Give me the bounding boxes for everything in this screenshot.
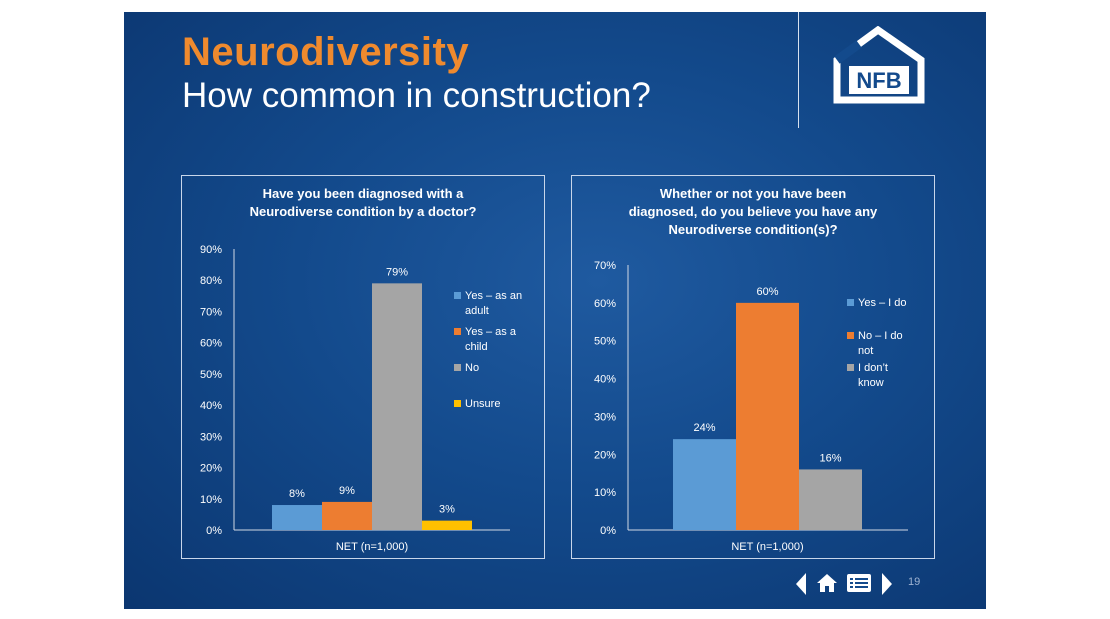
data-label: 16% bbox=[819, 452, 841, 464]
arrow-right-icon[interactable] bbox=[880, 572, 894, 596]
bar bbox=[272, 505, 322, 530]
data-label: 79% bbox=[386, 266, 408, 278]
header-divider bbox=[798, 12, 799, 128]
chart-believe: Whether or not you have been diagnosed, d… bbox=[594, 186, 908, 553]
legend-swatch bbox=[847, 299, 854, 306]
logo-text-box bbox=[849, 66, 909, 94]
list-menu-icon[interactable] bbox=[846, 572, 872, 594]
y-tick-label: 50% bbox=[200, 369, 222, 381]
y-tick-label: 20% bbox=[200, 463, 222, 475]
legend-label: know bbox=[858, 377, 884, 389]
legend-label: I don’t bbox=[858, 362, 888, 374]
legend-swatch bbox=[847, 364, 854, 371]
y-tick-label: 10% bbox=[200, 494, 222, 506]
legend-swatch bbox=[454, 328, 461, 335]
slide-subtitle: How common in construction? bbox=[182, 76, 651, 115]
bar bbox=[372, 283, 422, 530]
legend-swatch bbox=[454, 400, 461, 407]
legend-label: No – I do bbox=[858, 330, 903, 342]
y-tick-label: 0% bbox=[600, 525, 616, 537]
arrow-left-icon[interactable] bbox=[794, 572, 808, 596]
logo-house-outline bbox=[833, 26, 925, 104]
nfb-logo: NFB bbox=[833, 26, 925, 104]
legend-label: No bbox=[465, 362, 479, 374]
legend-label: Yes – as a bbox=[465, 326, 517, 338]
data-label: 3% bbox=[439, 504, 455, 516]
chart-title-line: diagnosed, do you believe you have any bbox=[629, 204, 878, 219]
bar bbox=[736, 302, 799, 530]
y-tick-label: 40% bbox=[594, 374, 616, 386]
slide-title: Neurodiversity bbox=[182, 30, 470, 74]
home-icon[interactable] bbox=[816, 572, 838, 594]
legend-label: not bbox=[858, 345, 873, 357]
y-tick-label: 90% bbox=[200, 244, 222, 256]
data-label: 60% bbox=[756, 286, 778, 298]
bar bbox=[673, 439, 736, 530]
chart-title-line: Neurodiverse condition(s)? bbox=[668, 222, 837, 237]
x-category-label: NET (n=1,000) bbox=[731, 541, 803, 553]
chart-title-line: Neurodiverse condition by a doctor? bbox=[250, 204, 477, 219]
data-label: 9% bbox=[339, 485, 355, 497]
bar bbox=[422, 520, 472, 530]
legend-label: child bbox=[465, 341, 488, 353]
chart-title-line: Have you been diagnosed with a bbox=[263, 186, 465, 201]
y-tick-label: 30% bbox=[200, 431, 222, 443]
y-tick-label: 80% bbox=[200, 275, 222, 287]
x-category-label: NET (n=1,000) bbox=[336, 541, 408, 553]
y-tick-label: 70% bbox=[594, 260, 616, 272]
y-tick-label: 20% bbox=[594, 449, 616, 461]
legend-swatch bbox=[454, 364, 461, 371]
logo-caption: National Federation of Builders bbox=[836, 97, 920, 103]
y-tick-label: 50% bbox=[594, 336, 616, 348]
y-tick-label: 30% bbox=[594, 411, 616, 423]
chart-panel-believe: Whether or not you have been diagnosed, d… bbox=[571, 175, 935, 559]
y-tick-label: 0% bbox=[206, 525, 222, 537]
legend-swatch bbox=[454, 292, 461, 299]
legend-label: Unsure bbox=[465, 398, 500, 410]
chart-title-line: Whether or not you have been bbox=[660, 186, 846, 201]
slide-number: 19 bbox=[908, 576, 921, 588]
bar bbox=[322, 501, 372, 530]
y-tick-label: 60% bbox=[200, 338, 222, 350]
legend-swatch bbox=[847, 332, 854, 339]
y-tick-label: 60% bbox=[594, 298, 616, 310]
legend-label: Yes – as an bbox=[465, 290, 522, 302]
y-tick-label: 10% bbox=[594, 487, 616, 499]
chart-panel-diagnosed: Have you been diagnosed with a Neurodiver… bbox=[181, 175, 545, 559]
data-label: 24% bbox=[693, 422, 715, 434]
y-tick-label: 40% bbox=[200, 400, 222, 412]
legend-label: adult bbox=[465, 305, 489, 317]
logo-house-gap bbox=[834, 40, 862, 64]
y-tick-label: 70% bbox=[200, 306, 222, 318]
data-label: 8% bbox=[289, 488, 305, 500]
slide: Neurodiversity How common in constructio… bbox=[124, 12, 986, 609]
legend-label: Yes – I do bbox=[858, 297, 907, 309]
bar bbox=[799, 469, 862, 530]
chart-diagnosed: Have you been diagnosed with a Neurodiver… bbox=[200, 186, 522, 553]
logo-text: NFB bbox=[856, 68, 901, 93]
